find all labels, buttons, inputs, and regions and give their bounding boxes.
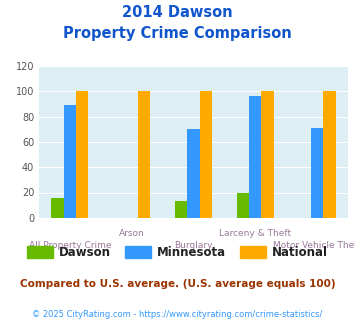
Bar	[237, 192, 249, 218]
Bar	[323, 91, 335, 218]
Bar	[64, 105, 76, 218]
Text: Arson: Arson	[119, 229, 144, 238]
Bar	[311, 128, 323, 218]
Text: © 2025 CityRating.com - https://www.cityrating.com/crime-statistics/: © 2025 CityRating.com - https://www.city…	[32, 310, 323, 319]
Bar	[249, 96, 261, 218]
Text: Compared to U.S. average. (U.S. average equals 100): Compared to U.S. average. (U.S. average …	[20, 279, 335, 289]
Legend: Dawson, Minnesota, National: Dawson, Minnesota, National	[22, 241, 333, 264]
Bar	[175, 201, 187, 218]
Bar	[261, 91, 274, 218]
Text: 2014 Dawson: 2014 Dawson	[122, 5, 233, 20]
Bar	[51, 198, 64, 218]
Bar	[187, 129, 200, 218]
Text: Property Crime Comparison: Property Crime Comparison	[63, 26, 292, 41]
Bar	[200, 91, 212, 218]
Text: All Property Crime: All Property Crime	[29, 242, 111, 250]
Bar	[76, 91, 88, 218]
Text: Motor Vehicle Theft: Motor Vehicle Theft	[273, 242, 355, 250]
Text: Burglary: Burglary	[174, 242, 213, 250]
Bar	[138, 91, 150, 218]
Text: Larceny & Theft: Larceny & Theft	[219, 229, 291, 238]
